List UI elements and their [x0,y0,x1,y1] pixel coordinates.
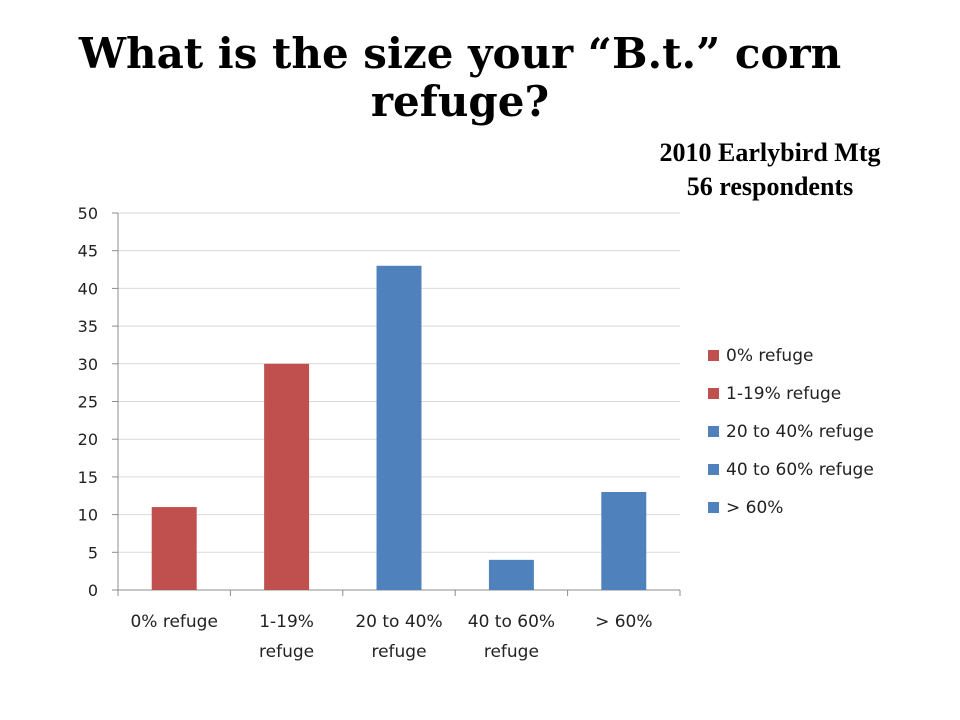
y-tick-label: 40 [78,279,98,298]
x-tick-label: refuge [259,642,314,662]
subtitle-line-1: 2010 Earlybird Mtg [659,138,881,167]
legend-swatch [708,388,719,399]
y-tick-label: 20 [78,430,98,449]
bar [151,507,197,590]
subtitle-line-2: 56 respondents [686,172,854,201]
y-tick-label: 25 [78,393,98,412]
chart-title: What is the size your “B.t.” corn refuge… [78,29,842,126]
bar [601,491,647,590]
bar [264,363,310,590]
x-tick-label: refuge [371,642,426,662]
bar [376,265,422,590]
y-tick-label: 0 [88,581,98,600]
bar [488,559,534,590]
y-tick-label: 45 [78,242,98,261]
y-tick-label: 15 [78,468,98,487]
x-tick-label: refuge [484,642,539,662]
y-tick-label: 30 [78,355,98,374]
x-tick-label: 20 to 40% [355,612,442,632]
chart-subtitle: 2010 Earlybird Mtg 56 respondents [620,136,920,204]
legend-label: 0% refuge [726,346,813,366]
y-tick-label: 5 [88,543,98,562]
y-tick-label: 50 [78,204,98,223]
y-tick-label: 10 [78,506,98,525]
legend-label: > 60% [726,498,783,518]
legend-swatch [708,502,719,513]
y-tick-label: 35 [78,317,98,336]
legend-swatch [708,464,719,475]
legend-label: 20 to 40% refuge [726,422,874,442]
x-tick-label: 40 to 60% [468,612,555,632]
x-tick-label: 1-19% [259,612,314,632]
legend-swatch [708,426,719,437]
x-tick-label: 0% refuge [130,612,217,632]
legend-swatch [708,350,719,361]
legend-label: 1-19% refuge [726,384,841,404]
legend-label: 40 to 60% refuge [726,460,874,480]
x-tick-label: > 60% [595,612,652,632]
